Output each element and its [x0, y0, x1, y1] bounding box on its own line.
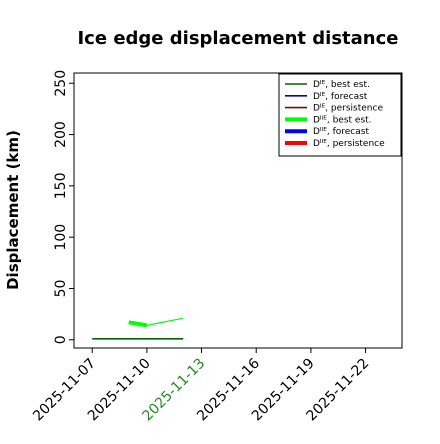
- series-line-3-tail: [146, 317, 184, 326]
- plot-area: [73, 72, 403, 349]
- x-axis: 2025-11-072025-11-102025-11-132025-11-16…: [30, 348, 372, 424]
- legend-label-5: Dᴵᴵᴱ, persistence: [313, 139, 385, 149]
- legend-label-0: Dᴵᴱ, best est.: [313, 80, 370, 90]
- plot-frame: [73, 72, 403, 349]
- series-layer: [92, 317, 184, 340]
- y-tick-label: 250: [53, 70, 69, 97]
- legend-label-1: Dᴵᴱ, forecast: [313, 92, 368, 102]
- legend-label-4: Dᴵᴵᴱ, forecast: [313, 127, 369, 137]
- chart-title: Ice edge displacement distance: [77, 28, 398, 49]
- legend-label-2: Dᴵᴱ, persistence: [313, 104, 383, 114]
- y-tick-label: 0: [53, 335, 69, 344]
- y-tick-label: 200: [53, 121, 69, 148]
- y-tick-label: 50: [53, 280, 69, 298]
- y-tick-label: 100: [53, 224, 69, 251]
- series-line-3: [128, 320, 148, 328]
- y-tick-label: 150: [53, 173, 69, 200]
- y-axis-label: Displacement (km): [4, 130, 22, 290]
- y-axis: 0 50 100 150 200 250: [53, 70, 74, 344]
- legend-label-3: Dᴵᴵᴱ, best est.: [313, 115, 372, 125]
- legend: Dᴵᴱ, best est. Dᴵᴱ, forecast Dᴵᴱ, persiste…: [278, 73, 402, 157]
